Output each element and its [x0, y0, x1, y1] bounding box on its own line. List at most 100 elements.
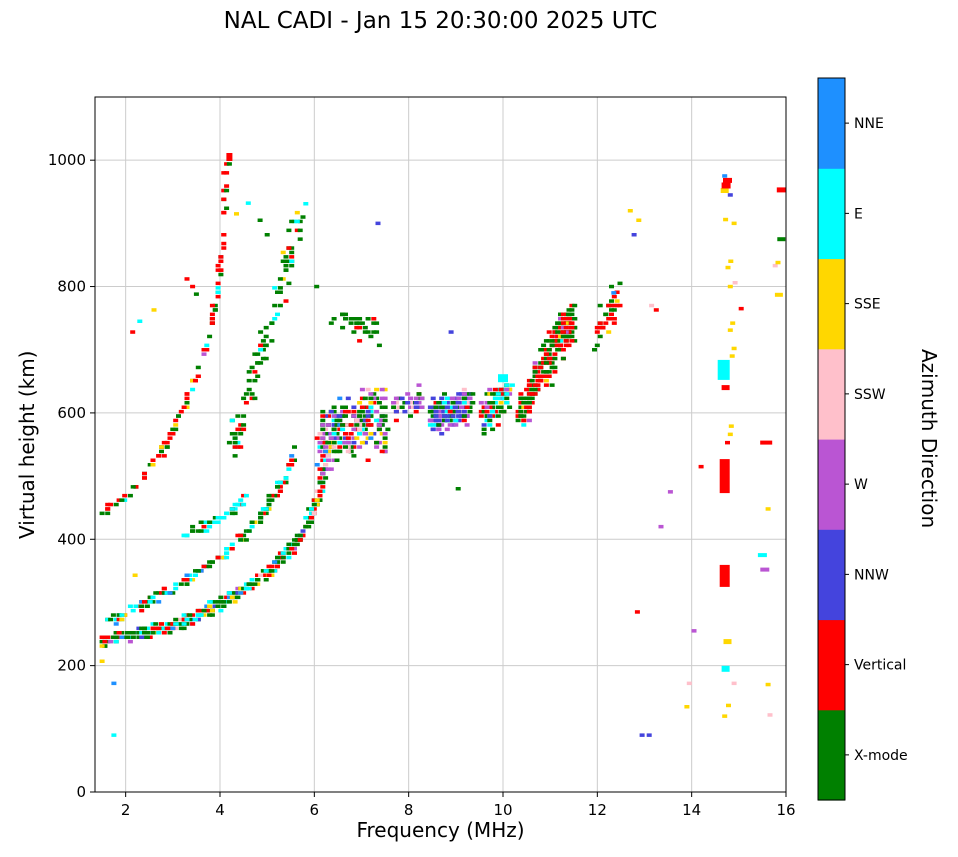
data-point — [484, 414, 490, 418]
data-point — [461, 409, 467, 414]
data-point — [207, 600, 213, 604]
data-point — [226, 440, 232, 445]
data-point — [382, 432, 388, 436]
data-point — [430, 423, 436, 427]
data-point — [201, 529, 207, 533]
data-point — [127, 635, 133, 639]
chart-title: NAL CADI - Jan 15 20:30:00 2025 UTC — [223, 8, 658, 34]
data-point — [569, 308, 575, 312]
data-point — [723, 217, 729, 222]
data-point — [721, 182, 731, 189]
data-point — [167, 432, 173, 436]
data-point — [292, 547, 297, 551]
data-point — [331, 432, 337, 436]
data-point — [277, 480, 283, 485]
data-point — [269, 493, 275, 498]
data-point — [382, 436, 388, 440]
data-point — [159, 626, 164, 631]
data-point — [320, 445, 326, 449]
data-point — [760, 567, 770, 572]
data-point — [113, 617, 119, 622]
data-point — [238, 502, 244, 507]
data-point — [549, 365, 555, 370]
data-point — [340, 440, 346, 445]
data-point — [487, 405, 493, 409]
data-point — [235, 440, 241, 445]
data-point — [198, 520, 204, 524]
data-point — [136, 604, 142, 608]
data-point — [555, 321, 561, 325]
data-point — [224, 555, 230, 560]
data-point — [241, 427, 247, 432]
data-point — [229, 547, 235, 551]
data-point — [374, 418, 380, 423]
data-point — [234, 212, 239, 216]
data-point — [201, 520, 207, 524]
data-point — [526, 405, 532, 409]
data-point — [427, 423, 433, 427]
data-point — [416, 405, 422, 409]
data-point — [518, 401, 524, 405]
data-point — [286, 228, 292, 233]
data-point — [170, 427, 176, 432]
data-point — [546, 339, 552, 343]
data-point — [201, 352, 207, 356]
data-point — [727, 284, 733, 289]
data-point — [176, 622, 181, 626]
data-point — [436, 414, 442, 418]
data-point — [142, 476, 147, 480]
data-point — [484, 405, 490, 409]
data-point — [99, 659, 105, 663]
data-point — [144, 604, 150, 608]
data-point — [309, 507, 314, 511]
data-point — [164, 626, 170, 631]
data-point — [357, 317, 363, 321]
data-point — [215, 286, 221, 290]
data-point — [340, 423, 346, 427]
data-point — [331, 445, 337, 449]
data-point — [323, 476, 329, 480]
data-point — [456, 405, 462, 409]
data-point — [357, 339, 363, 343]
data-point — [297, 237, 303, 241]
data-point — [382, 414, 388, 418]
data-point — [198, 613, 204, 617]
data-point — [399, 396, 405, 401]
data-point — [453, 409, 459, 414]
data-point — [167, 631, 173, 635]
data-point — [450, 409, 456, 414]
data-point — [292, 551, 297, 555]
data-point — [725, 440, 730, 445]
data-point — [727, 193, 733, 197]
data-point — [546, 374, 552, 378]
data-point — [376, 440, 382, 445]
data-point — [484, 392, 490, 396]
data-point — [167, 591, 173, 595]
data-point — [627, 209, 633, 213]
data-point — [209, 560, 215, 564]
data-point — [272, 560, 278, 564]
data-point — [150, 595, 156, 600]
data-point — [221, 516, 227, 520]
data-point — [444, 427, 450, 432]
data-point — [459, 405, 464, 409]
data-point — [215, 516, 221, 520]
data-point — [382, 396, 388, 401]
data-point — [144, 631, 150, 635]
data-point — [198, 608, 204, 613]
data-point — [467, 405, 473, 409]
data-point — [340, 312, 346, 317]
data-point — [263, 578, 269, 582]
colorbar-segment — [818, 439, 845, 530]
data-point — [207, 524, 213, 529]
data-point — [393, 418, 399, 423]
data-point — [277, 555, 283, 560]
data-point — [552, 325, 558, 330]
data-point — [461, 405, 467, 409]
data-point — [252, 582, 258, 586]
data-point — [323, 458, 329, 462]
data-point — [116, 631, 122, 635]
data-point — [190, 613, 196, 617]
data-point — [323, 432, 329, 436]
data-point — [320, 440, 326, 445]
